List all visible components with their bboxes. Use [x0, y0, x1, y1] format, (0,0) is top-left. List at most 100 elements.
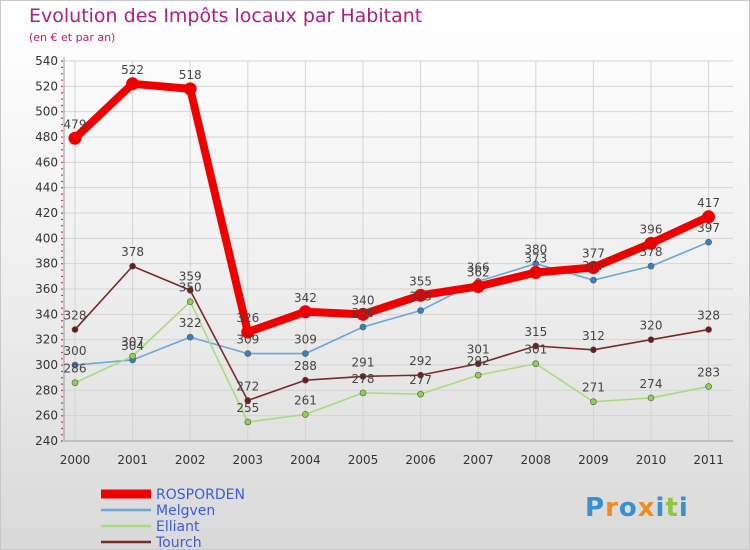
series-line-tourch	[74, 265, 710, 402]
data-point	[241, 325, 255, 339]
x-tick-label: 2000	[60, 453, 91, 467]
data-point	[129, 262, 136, 270]
data-label: 417	[697, 196, 720, 210]
data-label: 312	[582, 329, 605, 343]
data-label: 380	[524, 243, 547, 257]
data-point	[417, 390, 424, 398]
data-label: 301	[467, 343, 490, 357]
data-point	[129, 352, 136, 360]
data-point	[417, 371, 424, 379]
data-label: 301	[524, 343, 547, 357]
data-point	[186, 333, 194, 341]
logo-letter: x	[637, 493, 656, 523]
y-minor-tick	[61, 294, 63, 297]
data-point	[359, 373, 367, 380]
y-minor-tick	[61, 383, 63, 385]
y-minor-tick	[61, 326, 63, 328]
data-point	[68, 131, 82, 145]
data-label: 278	[352, 372, 375, 386]
data-label: 286	[64, 362, 87, 376]
data-point	[244, 397, 252, 404]
y-minor-tick	[61, 231, 63, 233]
logo-letter: P	[585, 493, 606, 523]
data-label: 343	[409, 290, 432, 304]
series-line-melgven	[74, 241, 710, 366]
data-label: 373	[524, 252, 547, 266]
y-minor-tick	[61, 244, 63, 246]
data-label: 350	[179, 281, 202, 295]
data-point	[302, 350, 309, 357]
y-tick-label: 460	[35, 155, 58, 169]
y-minor-tick	[61, 123, 63, 126]
y-tick-label: 520	[35, 79, 58, 93]
data-point	[647, 336, 655, 343]
y-minor-tick	[61, 320, 63, 322]
data-label: 307	[121, 335, 144, 349]
y-tick-label: 400	[35, 231, 58, 245]
data-label: 255	[236, 401, 259, 415]
legend-label: Tourch	[155, 535, 202, 549]
x-tick-label: 2001	[117, 453, 148, 467]
data-label: 292	[409, 354, 432, 368]
data-point	[244, 350, 252, 357]
y-minor-tick	[61, 98, 63, 100]
y-tick-label: 480	[35, 130, 58, 144]
logo-letter: t	[665, 493, 679, 523]
y-minor-tick	[61, 218, 63, 221]
y-minor-tick	[61, 117, 63, 119]
y-minor-tick	[61, 180, 63, 183]
data-label: 309	[236, 333, 259, 347]
data-point	[474, 371, 482, 379]
x-tick-label: 2005	[348, 453, 379, 467]
y-minor-tick	[61, 288, 63, 290]
y-tick-label: 420	[35, 206, 58, 220]
data-label: 340	[352, 293, 375, 307]
y-tick-label: 540	[35, 54, 58, 68]
data-label: 366	[467, 260, 490, 274]
y-minor-tick	[61, 111, 63, 113]
y-minor-tick	[61, 389, 63, 392]
y-minor-tick	[61, 237, 63, 240]
y-minor-tick	[61, 161, 63, 164]
y-tick-label: 280	[35, 383, 58, 397]
data-point	[590, 346, 597, 354]
chart-title: Evolution des Impôts locaux par Habitant	[29, 5, 423, 27]
y-tick-label: 440	[35, 181, 58, 195]
y-minor-tick	[61, 275, 63, 278]
data-label: 359	[179, 269, 202, 283]
data-label: 315	[524, 325, 547, 339]
data-label: 291	[352, 355, 375, 369]
data-label: 277	[409, 373, 432, 387]
data-point	[705, 383, 712, 390]
y-minor-tick	[61, 92, 63, 94]
data-point	[647, 262, 655, 270]
logo-letter: o	[618, 493, 638, 523]
data-point	[186, 298, 194, 305]
y-minor-tick	[61, 66, 63, 69]
y-tick-label: 240	[35, 434, 58, 448]
x-tick-label: 2002	[175, 453, 206, 467]
data-label: 396	[640, 222, 663, 236]
data-label: 300	[64, 344, 87, 358]
data-point	[244, 418, 252, 426]
proxiti-logo: Proxiti	[585, 493, 689, 523]
x-tick-label: 2007	[463, 453, 494, 467]
y-minor-tick	[61, 155, 63, 157]
legend-label: Melgven	[156, 503, 215, 519]
y-minor-tick	[61, 269, 63, 271]
data-label: 322	[179, 316, 202, 330]
data-point	[590, 276, 597, 284]
data-point	[644, 236, 658, 250]
y-minor-tick	[61, 440, 63, 442]
y-minor-tick	[61, 415, 63, 417]
data-label: 362	[467, 265, 490, 279]
y-minor-tick	[61, 364, 63, 366]
y-minor-tick	[61, 339, 63, 341]
data-point	[359, 323, 367, 331]
data-point	[183, 82, 197, 96]
y-minor-tick	[61, 60, 63, 62]
data-label: 304	[121, 339, 144, 353]
y-minor-tick	[61, 142, 63, 145]
data-point	[186, 286, 194, 294]
